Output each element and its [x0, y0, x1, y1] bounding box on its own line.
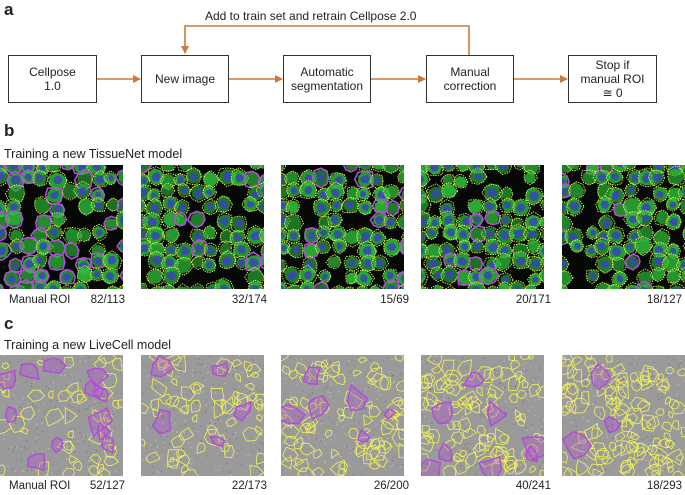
panel-b-title: Training a new TissueNet model: [4, 147, 183, 161]
tissuenet-image-1: [0, 165, 123, 289]
tissuenet-image-5: [562, 165, 685, 289]
panel-b-count-5: 18/127: [646, 294, 682, 306]
panel-c-count-2: 22/173: [231, 480, 267, 492]
panel-b-manual-roi-label: Manual ROI: [9, 294, 71, 306]
livecell-image-4: [421, 355, 544, 476]
panel-c-count-4: 40/241: [515, 480, 551, 492]
tissuenet-image-2: [141, 165, 264, 289]
box-stop: Stop if manual ROI ≅ 0: [568, 55, 657, 103]
livecell-image-5: [562, 355, 685, 476]
box-automatic-segmentation: Automatic segmentation: [283, 55, 371, 103]
panel-b-count-1: 82/113: [90, 294, 125, 306]
box-cellpose-1: Cellpose 1.0: [8, 55, 97, 103]
panel-a-arrows: [97, 25, 568, 83]
box-manual-correction: Manual correction: [426, 55, 514, 103]
panel-c-manual-roi-label: Manual ROI: [9, 480, 71, 492]
panel-c-count-5: 18/293: [646, 480, 682, 492]
livecell-image-2: [141, 355, 264, 476]
tissuenet-image-3: [281, 165, 404, 289]
box-new-image: New image: [141, 55, 229, 103]
panel-c-count-1: 52/127: [89, 480, 125, 492]
tissuenet-image-4: [421, 165, 544, 289]
livecell-image-1: [0, 355, 123, 476]
panel-b-count-4: 20/171: [515, 294, 551, 306]
panel-c-title: Training a new LiveCell model: [4, 338, 171, 352]
panel-b-count-3: 15/69: [380, 294, 409, 306]
panel-c-count-3: 26/200: [373, 480, 409, 492]
loop-label: Add to train set and retrain Cellpose 2.…: [205, 9, 417, 23]
panel-a-label: a: [4, 0, 14, 19]
panel-b-label: b: [4, 121, 15, 140]
panel-c-label: c: [4, 314, 14, 333]
panel-b-count-2: 32/174: [231, 294, 267, 306]
loop-arrow: [181, 25, 470, 55]
livecell-image-3: [281, 355, 404, 476]
